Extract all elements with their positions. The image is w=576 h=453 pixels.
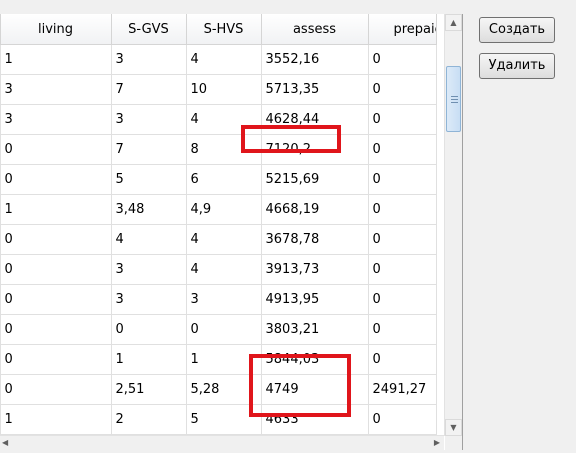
table-cell[interactable]: 0 — [368, 314, 437, 345]
table-cell[interactable]: 0 — [368, 344, 437, 375]
table-cell[interactable]: 4913,95 — [261, 284, 369, 315]
table-row[interactable]: 3 3 4 4628,44 0 — [0, 104, 437, 135]
table-row[interactable]: 0 7 8 7120,2 0 — [0, 134, 437, 165]
table-cell[interactable]: 0 — [368, 44, 437, 75]
table-cell[interactable]: 5 — [186, 404, 262, 435]
table-cell[interactable]: 4 — [186, 44, 262, 75]
table-cell[interactable]: 0 — [368, 404, 437, 435]
table-cell[interactable]: 0 — [368, 134, 437, 165]
table-cell[interactable]: 5215,69 — [261, 164, 369, 195]
table-cell[interactable]: 3 — [111, 254, 187, 285]
table-cell[interactable]: 5,28 — [186, 374, 262, 405]
horizontal-scrollbar[interactable]: ◀ ▶ — [0, 435, 444, 450]
table-cell[interactable]: 4,9 — [186, 194, 262, 225]
table-row[interactable]: 1 3 4 3552,16 0 — [0, 44, 437, 75]
table-cell[interactable]: 1 — [0, 44, 112, 75]
delete-button[interactable]: Удалить — [479, 53, 555, 79]
table-row[interactable]: 0 4 4 3678,78 0 — [0, 224, 437, 255]
table-cell[interactable]: 0 — [0, 284, 112, 315]
column-header[interactable]: assess — [261, 14, 369, 45]
header-row: t living S-GVS S-HVS assess prepaic — [0, 14, 437, 45]
create-button[interactable]: Создать — [479, 17, 555, 43]
scroll-right-icon[interactable]: ▶ — [433, 438, 440, 447]
table-cell[interactable]: 1 — [111, 344, 187, 375]
table-cell[interactable]: 6 — [186, 164, 262, 195]
table-cell[interactable]: 3 — [111, 104, 187, 135]
table-row[interactable]: 0 3 4 3913,73 0 — [0, 254, 437, 285]
table-cell[interactable]: 0 — [111, 314, 187, 345]
table-cell[interactable]: 0 — [0, 164, 112, 195]
table-cell[interactable]: 0 — [0, 344, 112, 375]
table-cell[interactable]: 0 — [0, 254, 112, 285]
table-cell[interactable]: 3 — [0, 74, 112, 105]
table-cell[interactable]: 2 — [111, 404, 187, 435]
table-row[interactable]: 0 2,51 5,28 4749 2491,27 — [0, 374, 437, 405]
table-cell[interactable]: 0 — [0, 374, 112, 405]
vertical-scrollbar[interactable]: ▲ ▼ — [444, 14, 462, 436]
table-cell[interactable]: 4 — [186, 104, 262, 135]
column-header[interactable]: S-HVS — [186, 14, 262, 45]
table-cell[interactable]: 0 — [368, 164, 437, 195]
scroll-up-icon[interactable]: ▲ — [445, 14, 462, 31]
data-table: t living S-GVS S-HVS assess prepaic 1343… — [0, 14, 437, 436]
table-cell[interactable]: 4668,19 — [261, 194, 369, 225]
table-cell[interactable]: 0 — [368, 284, 437, 315]
table-cell[interactable]: 1 — [0, 404, 112, 435]
scroll-left-icon[interactable]: ◀ — [2, 438, 9, 447]
grip-line-icon — [451, 102, 458, 103]
highlight-box-assess-4749-4633 — [249, 354, 351, 417]
table-cell[interactable]: 3913,73 — [261, 254, 369, 285]
data-grid[interactable]: t living S-GVS S-HVS assess prepaic 1343… — [0, 14, 463, 450]
table-cell[interactable]: 4 — [186, 254, 262, 285]
table-cell[interactable]: 3 — [111, 284, 187, 315]
grip-line-icon — [451, 99, 458, 100]
table-cell[interactable]: 7 — [111, 74, 187, 105]
table-cell[interactable]: 3 — [111, 44, 187, 75]
table-row[interactable]: 0 3 3 4913,95 0 — [0, 284, 437, 315]
table-cell[interactable]: 3678,78 — [261, 224, 369, 255]
column-header[interactable]: prepaic — [368, 14, 437, 45]
table-cell[interactable]: 0 — [368, 224, 437, 255]
table-row[interactable]: 0 1 1 5844,03 0 — [0, 344, 437, 375]
table-cell[interactable]: 0 — [0, 224, 112, 255]
grip-line-icon — [451, 96, 458, 97]
table-cell[interactable]: 5713,35 — [261, 74, 369, 105]
table-row[interactable]: 0 5 6 5215,69 0 — [0, 164, 437, 195]
table-cell[interactable]: 3552,16 — [261, 44, 369, 75]
table-cell[interactable]: 1 — [186, 344, 262, 375]
grid-viewport: t living S-GVS S-HVS assess prepaic 1343… — [0, 14, 444, 436]
table-cell[interactable]: 4 — [111, 224, 187, 255]
table-cell[interactable]: 1 — [0, 194, 112, 225]
scroll-thumb[interactable] — [446, 66, 461, 132]
table-cell[interactable]: 4633 — [261, 404, 369, 435]
table-cell[interactable]: 0 — [0, 134, 112, 165]
table-cell[interactable]: 10 — [186, 74, 262, 105]
table-cell[interactable]: 0 — [186, 314, 262, 345]
table-cell[interactable]: 0 — [368, 104, 437, 135]
column-header[interactable]: living — [0, 14, 112, 45]
table-cell[interactable]: 2491,27 — [368, 374, 437, 405]
scroll-down-icon[interactable]: ▼ — [445, 419, 462, 436]
table-cell[interactable]: 0 — [368, 194, 437, 225]
table-cell[interactable]: 2,51 — [111, 374, 187, 405]
table-cell[interactable]: 7 — [111, 134, 187, 165]
table-row[interactable]: 1 3,48 4,9 4668,19 0 — [0, 194, 437, 225]
table-cell[interactable]: 4628,44 — [261, 104, 369, 135]
table-cell[interactable]: 3 — [0, 104, 112, 135]
table-row[interactable]: 3 7 10 5713,35 0 — [0, 74, 437, 105]
table-cell[interactable]: 4 — [186, 224, 262, 255]
scrollbar-corner — [445, 436, 462, 450]
table-cell[interactable]: 0 — [0, 314, 112, 345]
table-cell[interactable]: 3 — [186, 284, 262, 315]
table-cell[interactable]: 3,48 — [111, 194, 187, 225]
table-row[interactable]: 0 0 0 3803,21 0 — [0, 314, 437, 345]
table-cell[interactable]: 5 — [111, 164, 187, 195]
table-row[interactable]: 1 2 5 4633 0 — [0, 404, 437, 435]
table-cell[interactable]: 0 — [368, 254, 437, 285]
table-cell[interactable]: 0 — [368, 74, 437, 105]
column-header[interactable]: S-GVS — [111, 14, 187, 45]
table-cell[interactable]: 3803,21 — [261, 314, 369, 345]
highlight-box-assess-7120 — [241, 125, 341, 153]
